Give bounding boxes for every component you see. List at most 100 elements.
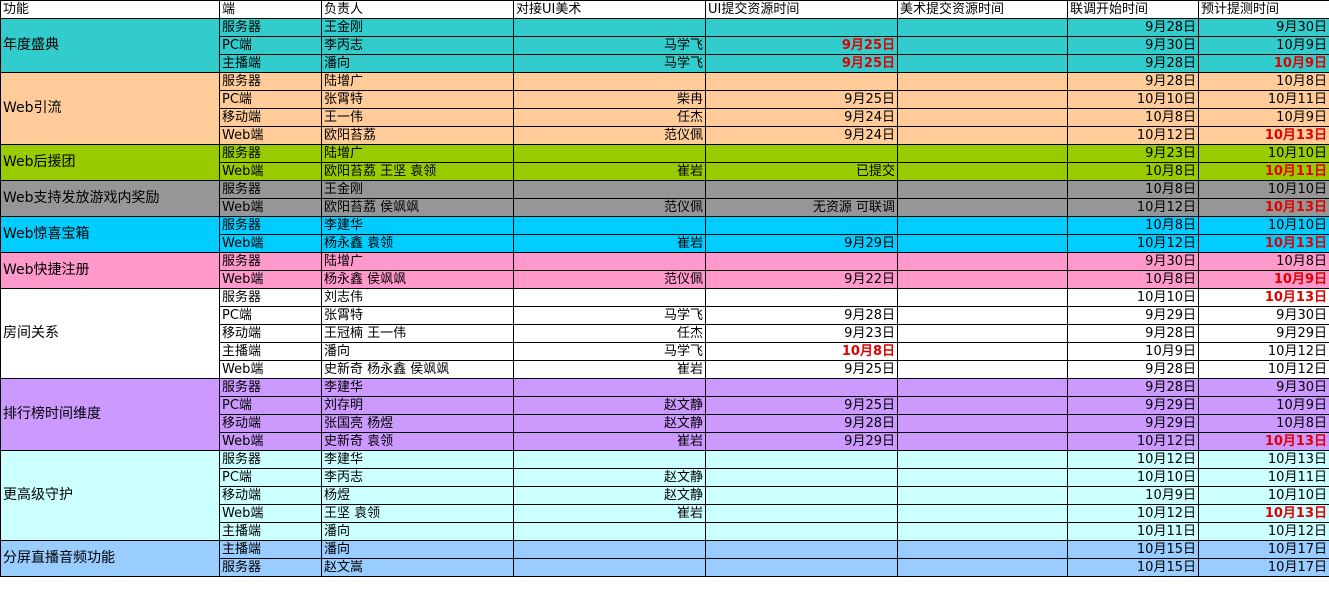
- owner-cell[interactable]: 李建华: [321, 378, 514, 397]
- end-cell[interactable]: Web端: [219, 198, 322, 217]
- owner-cell[interactable]: 潘向: [321, 342, 514, 361]
- ui-time-cell[interactable]: [705, 216, 898, 235]
- art-time-cell[interactable]: [897, 432, 1068, 451]
- artist-cell[interactable]: [513, 288, 706, 307]
- art-time-cell[interactable]: [897, 90, 1068, 109]
- ui-time-cell[interactable]: [705, 72, 898, 91]
- end-cell[interactable]: PC端: [219, 468, 322, 487]
- art-time-cell[interactable]: [897, 216, 1068, 235]
- start-time-cell[interactable]: 10月9日: [1067, 342, 1199, 361]
- start-time-cell[interactable]: 10月12日: [1067, 432, 1199, 451]
- owner-cell[interactable]: 史新奇 杨永鑫 侯飒飒: [321, 360, 514, 379]
- test-time-cell[interactable]: 10月8日: [1198, 72, 1329, 91]
- ui-time-cell[interactable]: 9月25日: [705, 396, 898, 415]
- end-cell[interactable]: 主播端: [219, 522, 322, 541]
- feature-cell[interactable]: Web支持发放游戏内奖励: [0, 180, 220, 217]
- test-time-cell[interactable]: 10月9日: [1198, 108, 1329, 127]
- artist-cell[interactable]: 范仪佩: [513, 270, 706, 289]
- ui-time-cell[interactable]: 9月25日: [705, 90, 898, 109]
- end-cell[interactable]: 移动端: [219, 324, 322, 343]
- test-time-cell[interactable]: 10月13日: [1198, 432, 1329, 451]
- art-time-cell[interactable]: [897, 144, 1068, 163]
- artist-cell[interactable]: 赵文静: [513, 396, 706, 415]
- start-time-cell[interactable]: 10月10日: [1067, 90, 1199, 109]
- ui-time-cell[interactable]: 9月23日: [705, 324, 898, 343]
- feature-cell[interactable]: 年度盛典: [0, 18, 220, 73]
- owner-cell[interactable]: 潘向: [321, 522, 514, 541]
- start-time-cell[interactable]: 9月28日: [1067, 72, 1199, 91]
- art-time-cell[interactable]: [897, 54, 1068, 73]
- ui-time-cell[interactable]: 9月28日: [705, 306, 898, 325]
- end-cell[interactable]: Web端: [219, 504, 322, 523]
- artist-cell[interactable]: 马学飞: [513, 36, 706, 55]
- ui-time-cell[interactable]: [705, 450, 898, 469]
- artist-cell[interactable]: 马学飞: [513, 342, 706, 361]
- test-time-cell[interactable]: 10月12日: [1198, 342, 1329, 361]
- art-time-cell[interactable]: [897, 342, 1068, 361]
- ui-time-cell[interactable]: 9月29日: [705, 432, 898, 451]
- end-cell[interactable]: PC端: [219, 306, 322, 325]
- artist-cell[interactable]: [513, 144, 706, 163]
- art-time-cell[interactable]: [897, 198, 1068, 217]
- test-time-cell[interactable]: 10月11日: [1198, 468, 1329, 487]
- art-time-cell[interactable]: [897, 288, 1068, 307]
- test-time-cell[interactable]: 9月30日: [1198, 18, 1329, 37]
- start-time-cell[interactable]: 10月10日: [1067, 288, 1199, 307]
- owner-cell[interactable]: 张霄特: [321, 306, 514, 325]
- owner-cell[interactable]: 杨煜: [321, 486, 514, 505]
- artist-cell[interactable]: 崔岩: [513, 432, 706, 451]
- test-time-cell[interactable]: 9月30日: [1198, 378, 1329, 397]
- test-time-cell[interactable]: 10月13日: [1198, 234, 1329, 253]
- header-cell-ui-time[interactable]: UI提交资源时间: [705, 0, 898, 19]
- feature-cell[interactable]: Web惊喜宝箱: [0, 216, 220, 253]
- owner-cell[interactable]: 李建华: [321, 216, 514, 235]
- start-time-cell[interactable]: 10月12日: [1067, 198, 1199, 217]
- art-time-cell[interactable]: [897, 414, 1068, 433]
- owner-cell[interactable]: 张霄特: [321, 90, 514, 109]
- test-time-cell[interactable]: 10月11日: [1198, 162, 1329, 181]
- ui-time-cell[interactable]: 已提交: [705, 162, 898, 181]
- header-cell-artist[interactable]: 对接UI美术: [513, 0, 706, 19]
- end-cell[interactable]: 移动端: [219, 414, 322, 433]
- test-time-cell[interactable]: 10月17日: [1198, 558, 1329, 577]
- owner-cell[interactable]: 李建华: [321, 450, 514, 469]
- owner-cell[interactable]: 陆增广: [321, 252, 514, 271]
- start-time-cell[interactable]: 10月15日: [1067, 558, 1199, 577]
- feature-cell[interactable]: 房间关系: [0, 288, 220, 379]
- end-cell[interactable]: 主播端: [219, 540, 322, 559]
- test-time-cell[interactable]: 10月12日: [1198, 522, 1329, 541]
- art-time-cell[interactable]: [897, 450, 1068, 469]
- ui-time-cell[interactable]: [705, 540, 898, 559]
- owner-cell[interactable]: 刘志伟: [321, 288, 514, 307]
- start-time-cell[interactable]: 10月12日: [1067, 234, 1199, 253]
- owner-cell[interactable]: 李丙志: [321, 468, 514, 487]
- test-time-cell[interactable]: 10月11日: [1198, 90, 1329, 109]
- artist-cell[interactable]: 任杰: [513, 324, 706, 343]
- end-cell[interactable]: 移动端: [219, 486, 322, 505]
- artist-cell[interactable]: 范仪佩: [513, 126, 706, 145]
- ui-time-cell[interactable]: [705, 486, 898, 505]
- ui-time-cell[interactable]: [705, 468, 898, 487]
- start-time-cell[interactable]: 9月28日: [1067, 324, 1199, 343]
- test-time-cell[interactable]: 10月10日: [1198, 180, 1329, 199]
- end-cell[interactable]: 服务器: [219, 378, 322, 397]
- header-cell-test-time[interactable]: 预计提测时间: [1198, 0, 1329, 19]
- artist-cell[interactable]: [513, 540, 706, 559]
- test-time-cell[interactable]: 10月9日: [1198, 270, 1329, 289]
- artist-cell[interactable]: [513, 180, 706, 199]
- end-cell[interactable]: PC端: [219, 90, 322, 109]
- start-time-cell[interactable]: 10月8日: [1067, 162, 1199, 181]
- art-time-cell[interactable]: [897, 306, 1068, 325]
- end-cell[interactable]: 移动端: [219, 108, 322, 127]
- artist-cell[interactable]: 柴冉: [513, 90, 706, 109]
- ui-time-cell[interactable]: 9月25日: [705, 36, 898, 55]
- art-time-cell[interactable]: [897, 72, 1068, 91]
- ui-time-cell[interactable]: [705, 144, 898, 163]
- art-time-cell[interactable]: [897, 504, 1068, 523]
- owner-cell[interactable]: 陆增广: [321, 72, 514, 91]
- start-time-cell[interactable]: 10月9日: [1067, 486, 1199, 505]
- test-time-cell[interactable]: 10月9日: [1198, 396, 1329, 415]
- feature-cell[interactable]: 排行榜时间维度: [0, 378, 220, 451]
- ui-time-cell[interactable]: [705, 252, 898, 271]
- start-time-cell[interactable]: 10月10日: [1067, 468, 1199, 487]
